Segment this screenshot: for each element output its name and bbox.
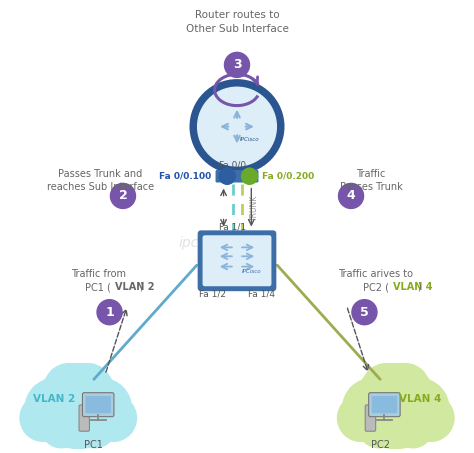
Text: 3: 3 [233,58,241,72]
Text: TRUNK: TRUNK [249,194,258,221]
Circle shape [192,82,282,171]
Circle shape [337,395,384,441]
FancyBboxPatch shape [82,393,114,417]
FancyBboxPatch shape [216,170,258,183]
Text: VLAN 2: VLAN 2 [115,282,155,292]
FancyBboxPatch shape [365,405,376,431]
Text: Fa 0/0.100: Fa 0/0.100 [159,172,211,181]
Circle shape [63,364,112,413]
Text: VLAN 4: VLAN 4 [392,282,432,292]
Circle shape [219,168,235,184]
Text: PC2: PC2 [371,440,390,450]
Text: Traffic arives to
PC2 (: Traffic arives to PC2 ( [338,269,413,293]
Circle shape [75,407,116,448]
Text: Fa 1/2: Fa 1/2 [199,290,226,299]
Circle shape [52,391,105,445]
FancyBboxPatch shape [369,393,400,417]
Circle shape [97,300,122,325]
Text: 5: 5 [360,306,369,319]
Circle shape [198,87,276,166]
FancyBboxPatch shape [198,231,276,291]
Circle shape [358,407,399,448]
Text: VLAN 2: VLAN 2 [33,394,75,404]
Text: Traffic from
PC1 (: Traffic from PC1 ( [71,269,126,293]
Text: Fa 0/0.200: Fa 0/0.200 [262,172,314,181]
Text: 4: 4 [346,189,356,202]
Text: 2: 2 [118,189,128,202]
Text: Router routes to
Other Sub Interface: Router routes to Other Sub Interface [185,10,289,34]
Circle shape [352,300,377,325]
Text: PC1: PC1 [84,440,103,450]
Circle shape [381,364,430,413]
Circle shape [90,395,137,441]
FancyBboxPatch shape [85,396,111,413]
Circle shape [392,407,433,448]
Text: 1: 1 [105,306,114,319]
Text: Passes Trunk and
reaches Sub Interface: Passes Trunk and reaches Sub Interface [47,169,154,192]
Circle shape [369,391,422,445]
Circle shape [362,364,411,413]
FancyBboxPatch shape [202,235,272,286]
Text: VLAN 4: VLAN 4 [399,394,442,404]
Circle shape [44,364,93,413]
Circle shape [20,395,67,441]
Circle shape [407,395,454,441]
Text: Traffic
Passes Trunk: Traffic Passes Trunk [340,169,402,192]
Text: IPCisco: IPCisco [241,270,261,275]
Text: Fa 0/0: Fa 0/0 [219,160,246,169]
Text: Fa 1/4: Fa 1/4 [248,290,275,299]
FancyBboxPatch shape [372,396,397,413]
Circle shape [343,379,402,438]
Circle shape [25,379,85,438]
Text: Fa 1/1: Fa 1/1 [219,223,246,231]
Text: IPCisco: IPCisco [240,137,259,142]
Circle shape [110,183,136,208]
Circle shape [36,364,121,448]
Circle shape [353,364,438,448]
Circle shape [389,379,449,438]
Text: ): ) [139,282,143,292]
Circle shape [72,379,131,438]
Circle shape [225,53,249,77]
Circle shape [338,183,364,208]
Text: ipcisco.com: ipcisco.com [178,236,260,250]
FancyBboxPatch shape [79,405,90,431]
Circle shape [41,407,82,448]
Circle shape [241,168,257,184]
Text: ): ) [417,282,420,292]
